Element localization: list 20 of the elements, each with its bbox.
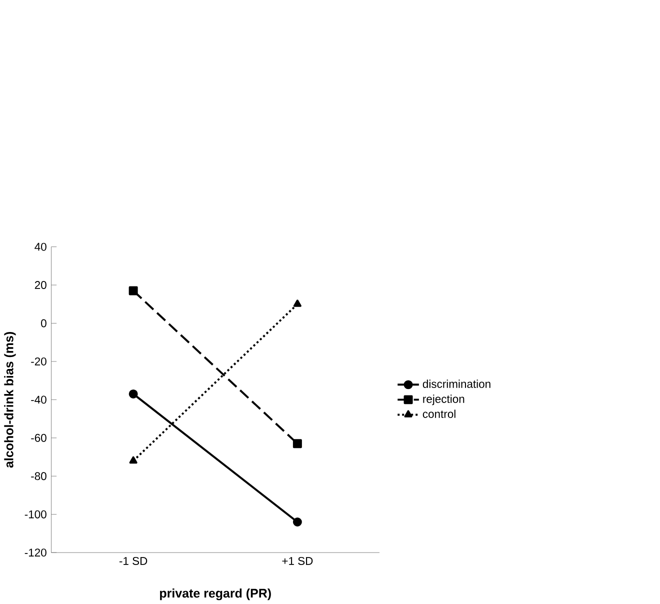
y-axis-title: alcohol-drink bias (ms) [4,332,16,468]
y-tick-label: -100 [24,510,46,518]
legend-label: control [422,410,456,418]
point [128,389,138,398]
x-axis-title: private regard (PR) [160,588,271,600]
y-tick-label: -80 [31,472,46,480]
point [128,286,138,296]
legend-label: rejection [423,394,464,405]
y-tick-label: -20 [31,357,46,366]
y-tick-label: -120 [24,548,46,556]
point [292,438,302,448]
y-tick-label: -40 [31,396,46,404]
y-tick-label: -60 [31,434,46,442]
x-tick-label: +1 SD [282,556,313,565]
y-tick-label: 40 [34,242,46,251]
x-tick-label: -1 SD [119,556,148,565]
point [292,517,302,526]
y-tick-label: 0 [41,319,46,328]
legend-label: discrimination [422,380,490,388]
y-tick-label: 20 [34,280,46,289]
